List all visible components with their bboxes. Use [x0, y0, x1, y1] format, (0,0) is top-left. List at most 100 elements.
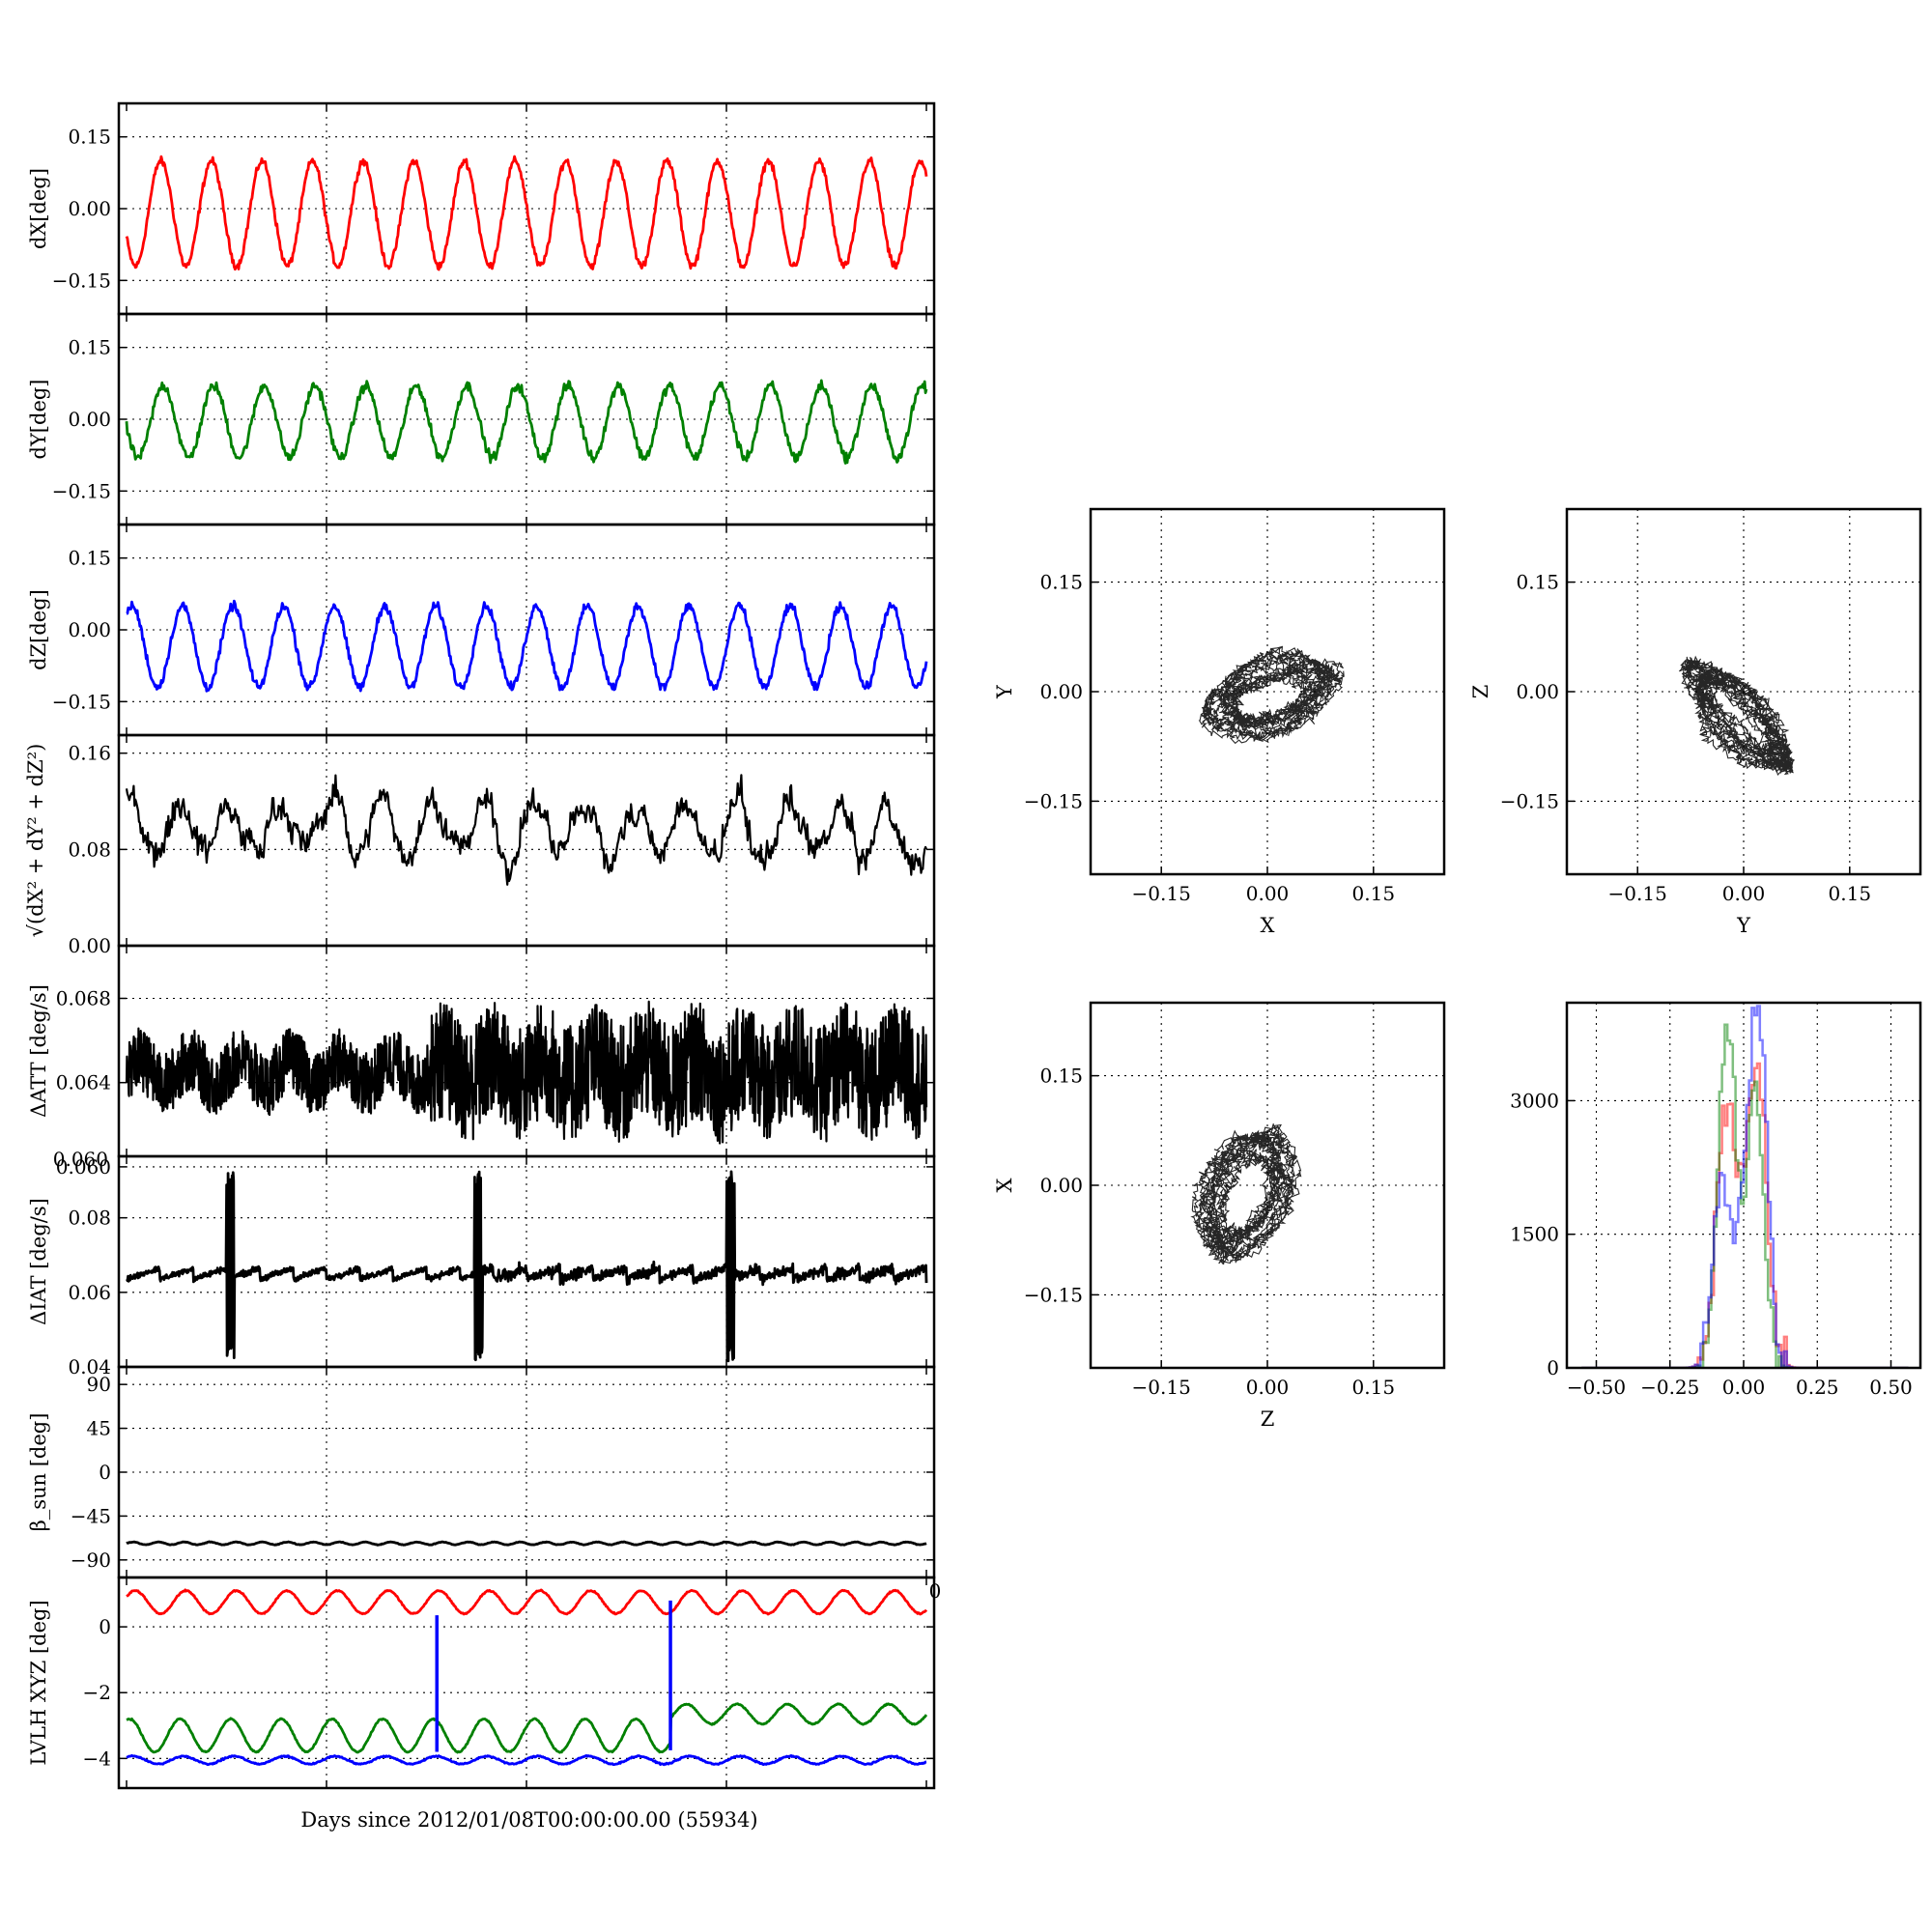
stacked-time-series-panels: −0.150.000.15dX[deg]−0.150.000.15dY[deg]… — [24, 101, 936, 1790]
y-tick-label: 0.15 — [68, 126, 111, 149]
figure-xlabel: Days since 2012/01/08T00:00:00.00 (55934… — [300, 1808, 757, 1832]
series-line-lvlh-green — [126, 1702, 928, 1754]
y-tick-label: −0.15 — [1024, 789, 1083, 812]
histogram-red — [1581, 1062, 1909, 1368]
y-tick-label: 0.00 — [68, 618, 111, 641]
y-tick-label: 0.00 — [1516, 680, 1559, 703]
y-tick-label: −90 — [71, 1548, 111, 1572]
panel-plot-area — [125, 774, 928, 886]
series-line-dIAT-black — [126, 1170, 928, 1363]
histogram-blue — [1581, 1005, 1909, 1368]
x-tick-label: 0.15 — [1352, 882, 1396, 905]
panel-dIAT: 0.04 0.06 0.08 ΔIAT [deg/s] — [27, 1154, 936, 1378]
series-line-dY-green — [125, 379, 928, 465]
panel-plot-area — [126, 1588, 928, 1767]
x-tick-label: −0.15 — [1132, 882, 1191, 905]
stray-tick-label: 0 — [929, 1579, 942, 1603]
x-axis-label: Z — [1261, 1407, 1275, 1431]
panel-dZ: −0.15 0.00 0.15 dZ[deg] — [27, 523, 936, 737]
y-axis-label: Z — [1469, 685, 1492, 699]
y-axis-label: ΔATT [deg/s] — [27, 984, 50, 1118]
panel-plot-area — [1190, 1122, 1302, 1265]
x-tick-label: −0.15 — [1132, 1376, 1191, 1399]
panel-plot-area — [1581, 1005, 1909, 1368]
y-tick-label: 0.060 — [56, 1155, 111, 1179]
series-line-dZ-blue — [126, 599, 928, 693]
panel-plot-area — [126, 1540, 927, 1547]
y-tick-label: 0.00 — [68, 197, 111, 220]
series-line-lvlh-red — [126, 1588, 928, 1616]
y-tick-label: 0.00 — [1039, 1174, 1083, 1197]
y-tick-label: −45 — [71, 1504, 111, 1527]
y-axis-label: LVLH XYZ [deg] — [27, 1600, 50, 1765]
y-axis-label: dZ[deg] — [27, 589, 50, 670]
y-tick-label: 0.15 — [1516, 571, 1559, 594]
panel-hist: −0.50 −0.25 0.00 0.25 0.50 0 1500 3000 — [1510, 1001, 1922, 1399]
x-tick-label: 0.25 — [1796, 1376, 1839, 1399]
y-tick-label: 0.08 — [68, 1207, 111, 1230]
panel-frame — [1565, 507, 1922, 876]
y-tick-label: 0.16 — [68, 742, 111, 765]
y-axis-label: dY[deg] — [27, 379, 50, 459]
y-tick-label: 0.04 — [68, 1355, 111, 1378]
panel-XY: −0.15 −0.15 0.00 0.00 0.15 0.15 X Y — [993, 507, 1446, 937]
y-tick-label: 0.15 — [1039, 571, 1083, 594]
y-tick-label: 3000 — [1510, 1089, 1559, 1112]
x-tick-label: −0.25 — [1640, 1376, 1699, 1399]
trajectory-ZX — [1190, 1122, 1302, 1265]
x-tick-label: −0.15 — [1608, 882, 1667, 905]
y-axis-label: ΔIAT [deg/s] — [27, 1198, 50, 1325]
right-scatter-panels: −0.15 −0.15 0.00 0.00 0.15 0.15 X Y −0.15 −0.15 0.… — [993, 507, 1922, 1431]
y-tick-label: −0.15 — [52, 269, 111, 292]
panel-plot-area — [125, 379, 928, 465]
histogram-green — [1581, 1023, 1909, 1368]
overlap-tick-label: 0.060 — [53, 1148, 108, 1171]
y-axis-label: β_sun [deg] — [27, 1413, 50, 1532]
y-tick-label: 90 — [87, 1373, 111, 1396]
series-line-beta-black — [126, 1540, 927, 1547]
y-tick-label: 0.15 — [68, 336, 111, 359]
series-line-dATT-black — [125, 1000, 928, 1145]
y-axis-label: dX[deg] — [27, 168, 50, 249]
x-axis-label: X — [1261, 914, 1275, 937]
panel-plot-area — [126, 599, 928, 693]
y-tick-label: 1500 — [1510, 1223, 1559, 1246]
y-tick-label: 0 — [99, 1615, 111, 1638]
y-tick-label: 0.068 — [56, 987, 111, 1010]
trajectory-XY — [1198, 645, 1346, 745]
panel-dR: 0.00 0.08 0.16 √(dX² + dY² + dZ²) — [24, 733, 936, 957]
panel-beta: −90 −45 0 45 90 β_sun [deg] — [27, 1365, 936, 1579]
y-axis-label: √(dX² + dY² + dZ²) — [24, 744, 47, 938]
y-tick-label: 0 — [99, 1461, 111, 1484]
trajectory-YZ — [1679, 655, 1796, 777]
x-tick-label: 0.00 — [1722, 1376, 1766, 1399]
y-axis-label: X — [993, 1178, 1016, 1192]
panel-dY: −0.15 0.00 0.15 dY[deg] — [27, 312, 936, 526]
y-axis-label: Y — [993, 684, 1016, 699]
panel-dX: −0.15 0.00 0.15 dX[deg] — [27, 101, 936, 316]
y-tick-label: −0.15 — [1500, 789, 1559, 812]
y-tick-label: −0.15 — [1024, 1283, 1083, 1306]
panel-ZX: −0.15 −0.15 0.00 0.00 0.15 0.15 Z X — [993, 1001, 1446, 1431]
x-tick-label: 0.15 — [1352, 1376, 1396, 1399]
x-tick-label: 0.00 — [1246, 1376, 1290, 1399]
panel-frame — [1089, 507, 1446, 876]
x-tick-label: −0.50 — [1567, 1376, 1626, 1399]
y-tick-label: 0.00 — [68, 408, 111, 431]
y-tick-label: −2 — [83, 1681, 111, 1704]
panel-plot-area — [1679, 655, 1796, 777]
panel-plot-area — [126, 1170, 928, 1363]
panel-frame — [1089, 1001, 1446, 1370]
y-tick-label: −0.15 — [52, 479, 111, 502]
series-line-dR-black — [125, 774, 928, 886]
x-tick-label: 0.50 — [1869, 1376, 1913, 1399]
panel-plot-area — [125, 155, 928, 271]
panel-frame — [117, 1576, 936, 1790]
y-tick-label: 45 — [87, 1417, 111, 1440]
y-tick-label: 0.00 — [1039, 680, 1083, 703]
panel-lvlh: −4 −2 0 LVLH XYZ [deg] — [27, 1576, 936, 1790]
x-tick-label: 0.00 — [1722, 882, 1766, 905]
panel-dATT: 0.060 0.064 0.068 ΔATT [deg/s] — [27, 944, 936, 1179]
y-tick-label: 0.08 — [68, 838, 111, 861]
